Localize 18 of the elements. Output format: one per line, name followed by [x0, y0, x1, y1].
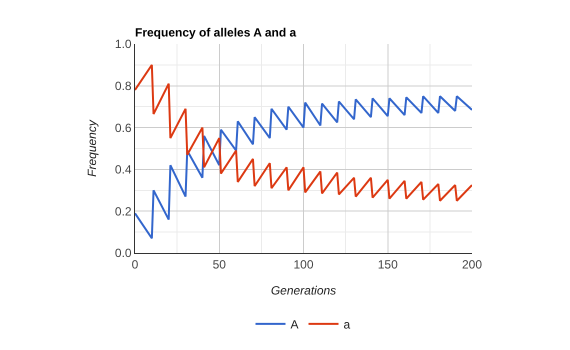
x-tick-label: 50 [212, 257, 226, 272]
x-axis-title: Generations [270, 283, 336, 298]
legend-label: a [344, 318, 351, 332]
line-series [135, 64, 472, 202]
y-tick-label: 0.8 [114, 79, 132, 93]
y-tick-label: 0.4 [114, 162, 132, 177]
y-tick-label: 0.2 [114, 204, 132, 218]
chart-title: Frequency of alleles A and a [135, 25, 296, 40]
y-tick-label: 1.0 [114, 37, 132, 52]
x-tick-label: 0 [132, 257, 139, 272]
y-tick-label: 0.6 [114, 120, 132, 135]
legend-label: A [290, 318, 299, 332]
line-series [135, 95, 472, 240]
x-tick-label: 200 [462, 257, 482, 272]
x-tick-label: 150 [378, 257, 398, 272]
y-tick-label: 0.0 [114, 246, 132, 260]
x-tick-label: 100 [293, 257, 314, 272]
y-axis-title: Frequency [85, 119, 100, 177]
